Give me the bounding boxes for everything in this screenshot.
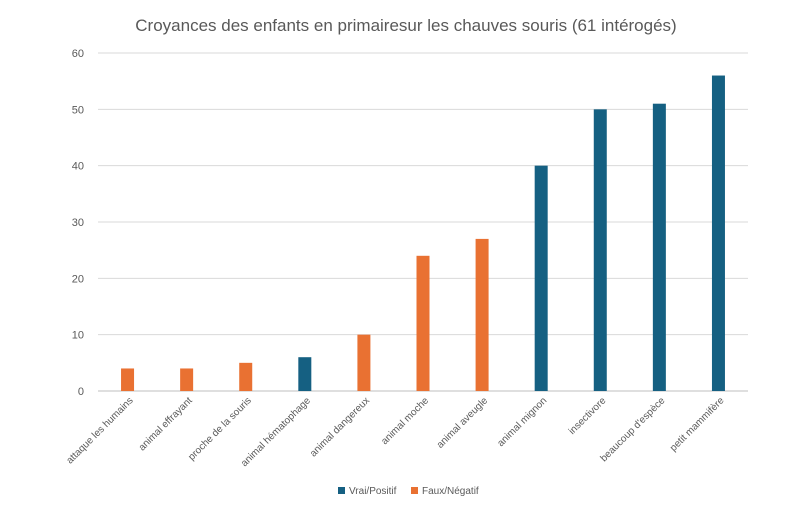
legend: Vrai/Positif Faux/Négatif xyxy=(338,486,479,497)
gridlines xyxy=(98,52,748,336)
legend-swatch xyxy=(338,487,345,494)
x-tick-label: proche de la souris xyxy=(186,395,254,463)
bars xyxy=(121,75,725,392)
bar-vrai xyxy=(652,103,666,391)
x-tick-label: animal dangereux xyxy=(308,395,372,459)
bar-faux xyxy=(357,334,371,391)
bar-faux xyxy=(180,368,194,391)
x-tick-label: animal effrayant xyxy=(137,395,195,453)
y-tick-label: 20 xyxy=(72,273,84,285)
legend-label: Faux/Négatif xyxy=(422,486,479,497)
y-tick-label: 40 xyxy=(72,161,84,173)
legend-swatch xyxy=(411,487,418,494)
y-tick-label: 10 xyxy=(72,330,84,342)
bar-faux xyxy=(239,362,253,391)
y-tick-label: 60 xyxy=(72,48,84,60)
bar-vrai xyxy=(534,165,548,391)
y-tick-label: 30 xyxy=(72,217,84,229)
bar-faux xyxy=(475,238,489,391)
legend-label: Vrai/Positif xyxy=(349,486,397,497)
x-tick-label: petit mammifère xyxy=(668,395,727,454)
x-tick-label: beaucoup d'espèce xyxy=(599,395,668,464)
bar-faux xyxy=(121,368,135,391)
x-tick-label: animal aveugle xyxy=(435,395,491,451)
x-tick-label: insectivore xyxy=(567,395,609,437)
chart-title: Croyances des enfants en primairesur les… xyxy=(135,16,676,35)
bar-vrai xyxy=(711,75,725,392)
bar-faux xyxy=(416,255,430,391)
x-tick-label: attaque les humains xyxy=(65,395,136,466)
y-tick-label: 0 xyxy=(78,386,84,398)
bar-vrai xyxy=(593,109,607,391)
x-tick-label: animal moche xyxy=(379,395,431,447)
bar-vrai xyxy=(298,357,312,391)
x-axis-labels: attaque les humains animal effrayantproch… xyxy=(65,395,727,469)
y-tick-label: 50 xyxy=(72,104,84,116)
y-axis-ticks: 0 10 20 30 40 50 60 xyxy=(72,48,84,398)
x-tick-label: animal mignon xyxy=(496,395,550,449)
